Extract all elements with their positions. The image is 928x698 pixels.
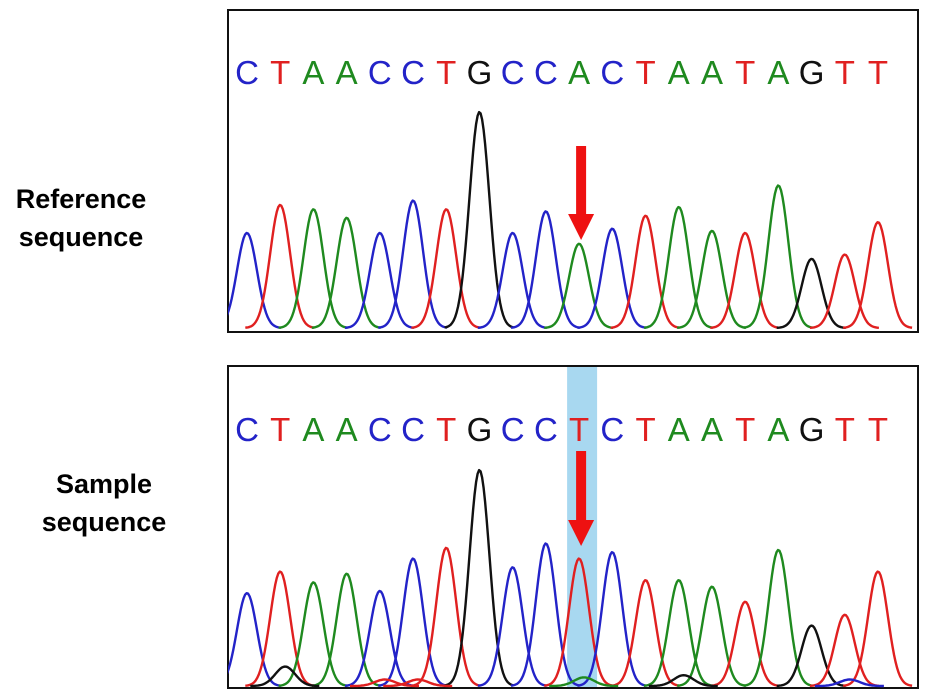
base-call-letter: A: [701, 411, 723, 448]
trace-peak: [776, 624, 846, 688]
trace-peak: [245, 203, 315, 329]
minor-trace-peak: [383, 678, 453, 688]
trace-peak: [344, 589, 415, 687]
base-call-letter: C: [235, 411, 259, 448]
trace-peak: [245, 570, 315, 687]
base-call-letter: G: [467, 54, 493, 91]
base-call-letter: T: [436, 54, 456, 91]
sample-label-line1: Sample: [55, 469, 153, 499]
base-call-letter: G: [799, 411, 825, 448]
base-call-letter: A: [568, 54, 590, 91]
trace-peak: [278, 208, 348, 329]
base-call-letter: T: [635, 54, 655, 91]
base-call-letter: A: [302, 54, 324, 91]
base-call-letter: A: [668, 411, 690, 448]
trace-peak: [411, 546, 481, 687]
trace-peak: [544, 242, 614, 329]
base-call-letter: C: [401, 411, 425, 448]
trace-peak: [477, 231, 547, 329]
base-call-letter: A: [767, 411, 789, 448]
base-call-letter: C: [600, 411, 624, 448]
trace-peak: [444, 110, 514, 329]
base-call-letter: C: [401, 54, 425, 91]
base-call-letter: T: [835, 411, 855, 448]
base-call-letter: C: [534, 54, 558, 91]
trace-peak: [344, 231, 415, 329]
trace-peak: [643, 205, 714, 329]
trace-peak: [710, 600, 780, 687]
base-call-letter: G: [467, 411, 493, 448]
trace-peak: [776, 257, 846, 329]
trace-peak: [477, 566, 548, 687]
trace-peak: [311, 216, 381, 329]
minor-trace-peak: [250, 665, 320, 688]
base-call-letter: T: [868, 54, 888, 91]
minor-trace-peak: [350, 678, 419, 688]
base-call-letter: C: [501, 54, 525, 91]
base-call-letter: T: [436, 411, 456, 448]
trace-peak: [510, 542, 581, 687]
trace-peak: [544, 557, 614, 687]
reference-label-line2: sequence: [18, 222, 144, 252]
base-call-letter: A: [302, 411, 324, 448]
trace-peak: [444, 468, 514, 687]
base-call-letter: T: [270, 54, 290, 91]
base-call-letter: T: [569, 411, 589, 448]
base-call-letter: T: [868, 411, 888, 448]
base-call-letter: C: [235, 54, 259, 91]
trace-peak: [842, 220, 913, 329]
base-call-letter: T: [635, 411, 655, 448]
arrow-indicator: [568, 146, 595, 240]
base-call-letter: T: [835, 54, 855, 91]
trace-peak: [809, 253, 879, 329]
trace-peak: [610, 214, 680, 329]
trace-peak: [809, 613, 879, 687]
base-call-letter: C: [368, 54, 392, 91]
trace-peak: [676, 585, 747, 687]
base-call-letter: A: [336, 54, 358, 91]
trace-peak: [610, 579, 680, 687]
base-call-letter: A: [767, 54, 789, 91]
base-call-letter: A: [668, 54, 690, 91]
trace-peak: [843, 570, 913, 687]
base-call-letter: C: [600, 54, 624, 91]
base-call-letter: A: [701, 54, 723, 91]
base-call-letter: T: [735, 54, 755, 91]
base-call-letter: T: [735, 411, 755, 448]
minor-trace-peak: [549, 676, 619, 688]
trace-peak: [743, 184, 813, 329]
arrow-indicator: [568, 451, 595, 546]
trace-peak: [278, 581, 348, 687]
trace-peak: [311, 572, 381, 687]
base-call-letter: T: [270, 411, 290, 448]
base-call-letter: G: [799, 54, 825, 91]
trace-peak: [378, 199, 448, 329]
minor-trace-peak: [814, 678, 884, 688]
trace-peak: [228, 231, 282, 329]
base-call-letter: C: [534, 411, 558, 448]
trace-peak: [743, 548, 813, 687]
trace-peak: [643, 579, 714, 687]
trace-peak: [710, 231, 780, 329]
trace-peak: [510, 210, 581, 329]
trace-peak: [378, 557, 448, 687]
chromatogram-frame: [227, 9, 919, 333]
trace-peak: [577, 227, 647, 329]
sample-sequence-label: Sample sequence: [0, 465, 208, 541]
base-call-letter: C: [501, 411, 525, 448]
minor-trace-peak: [648, 674, 718, 688]
trace-peak: [411, 208, 481, 329]
sample-label-line2: sequence: [41, 507, 167, 537]
base-call-letter: C: [368, 411, 392, 448]
reference-label-line1: Reference: [15, 184, 147, 214]
chromatogram-frame: [227, 365, 919, 689]
base-call-letter: A: [336, 411, 358, 448]
trace-peak: [676, 229, 747, 329]
reference-sequence-label: Reference sequence: [0, 180, 162, 256]
